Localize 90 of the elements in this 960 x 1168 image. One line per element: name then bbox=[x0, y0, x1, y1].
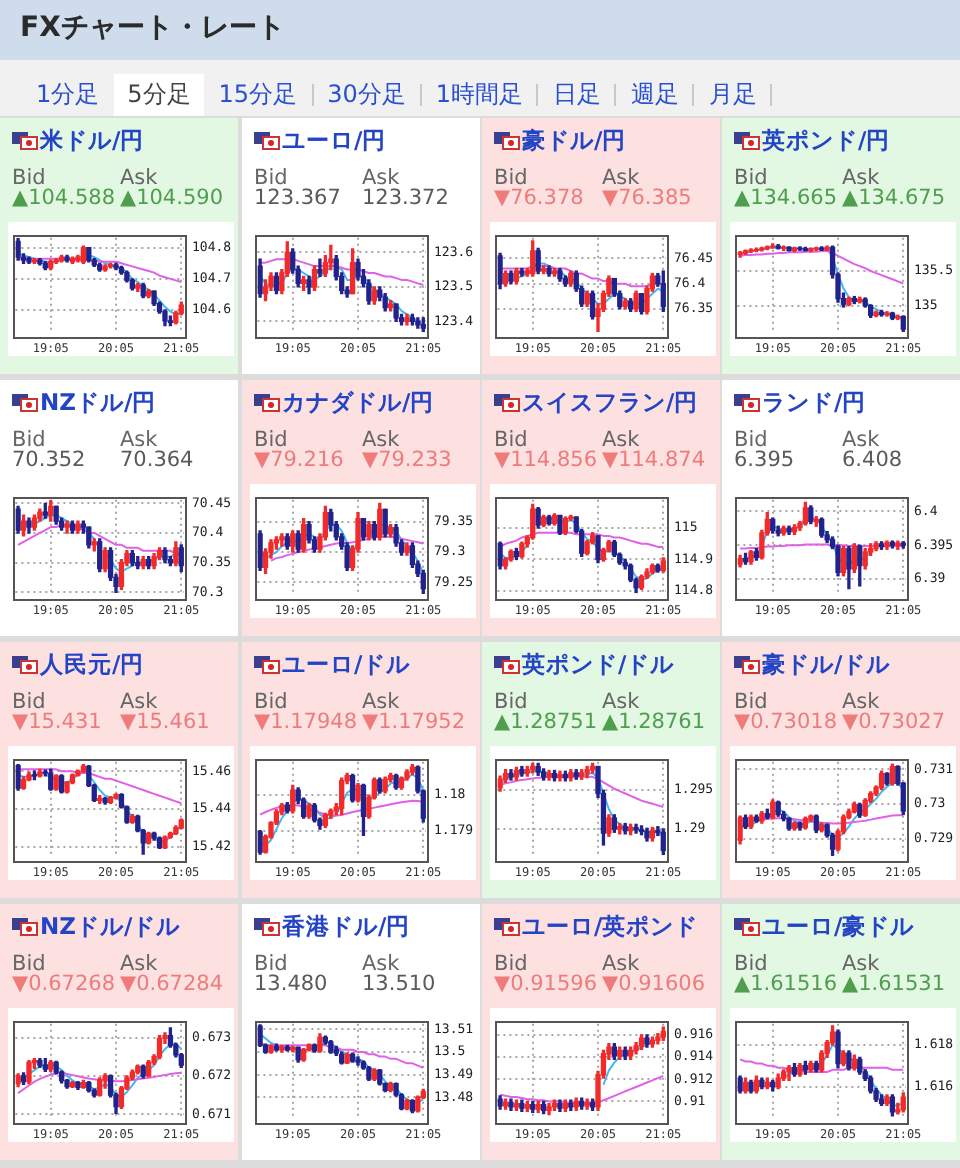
text: 週足 bbox=[628, 78, 681, 112]
text: Bid bbox=[12, 428, 46, 452]
text: 6.395 bbox=[734, 448, 795, 472]
text: Ask bbox=[362, 952, 400, 976]
text: Bid bbox=[734, 428, 768, 452]
chart-title: ユーロ/ドル bbox=[282, 648, 411, 680]
chart-title: 英ポンド/ドル bbox=[522, 648, 675, 680]
chart-title: ユーロ/円 bbox=[282, 124, 387, 156]
text: Ask bbox=[602, 690, 640, 714]
text: 70.364 bbox=[120, 448, 194, 472]
text: ▼79.233 bbox=[362, 448, 452, 472]
text: ▼0.73027 bbox=[842, 710, 945, 734]
chart-title: 豪ドル/円 bbox=[522, 124, 627, 156]
text: 123.372 bbox=[362, 186, 449, 210]
text: Bid bbox=[494, 952, 528, 976]
text: ▼79.216 bbox=[254, 448, 344, 472]
chart-title: 英ポンド/円 bbox=[762, 124, 891, 156]
chart-title: NZドル/円 bbox=[40, 386, 157, 418]
text: ▼0.73018 bbox=[734, 710, 837, 734]
text: ▲104.590 bbox=[120, 186, 223, 210]
text: ▼0.67284 bbox=[120, 972, 223, 996]
text: Ask bbox=[120, 166, 158, 190]
text: ▼76.385 bbox=[602, 186, 692, 210]
text: Bid bbox=[734, 690, 768, 714]
chart-title: 豪ドル/ドル bbox=[762, 648, 891, 680]
text: 70.352 bbox=[12, 448, 86, 472]
text: 123.367 bbox=[254, 186, 341, 210]
text: ▼0.67268 bbox=[12, 972, 115, 996]
text: Bid bbox=[494, 690, 528, 714]
text: Bid bbox=[12, 690, 46, 714]
chart-title: スイスフラン/円 bbox=[522, 386, 699, 418]
text: ▲134.675 bbox=[842, 186, 945, 210]
text: FXチャート・レート bbox=[20, 10, 285, 46]
text: 13.480 bbox=[254, 972, 328, 996]
text: Ask bbox=[842, 166, 880, 190]
text: Ask bbox=[362, 428, 400, 452]
text: 30分足 bbox=[325, 78, 408, 112]
text: 月足 bbox=[706, 78, 759, 112]
text: ▼15.461 bbox=[120, 710, 210, 734]
chart-title: ユーロ/豪ドル bbox=[762, 910, 915, 942]
text: Bid bbox=[12, 952, 46, 976]
text: Ask bbox=[842, 690, 880, 714]
chart-title: ユーロ/英ポンド bbox=[522, 910, 699, 942]
text: Ask bbox=[842, 428, 880, 452]
text: 6.408 bbox=[842, 448, 903, 472]
text: Ask bbox=[362, 166, 400, 190]
text: ▼0.91596 bbox=[494, 972, 597, 996]
text: ▼76.378 bbox=[494, 186, 584, 210]
text: Bid bbox=[254, 428, 288, 452]
text: ▲104.588 bbox=[12, 186, 115, 210]
text: ▼0.91606 bbox=[602, 972, 705, 996]
text: Bid bbox=[734, 952, 768, 976]
text: ▼1.17948 bbox=[254, 710, 357, 734]
text: Ask bbox=[602, 952, 640, 976]
text: ▲1.61531 bbox=[842, 972, 945, 996]
chart-title: ランド/円 bbox=[762, 386, 867, 418]
text: ▲1.61516 bbox=[734, 972, 837, 996]
text: Ask bbox=[120, 690, 158, 714]
chart-title: カナダドル/円 bbox=[282, 386, 435, 418]
chart-title: NZドル/ドル bbox=[40, 910, 181, 942]
text: Bid bbox=[494, 428, 528, 452]
text: Ask bbox=[120, 428, 158, 452]
text: ▼114.856 bbox=[494, 448, 597, 472]
text: Bid bbox=[734, 166, 768, 190]
text: ▲1.28751 bbox=[494, 710, 597, 734]
text: 1分足 bbox=[34, 78, 102, 112]
text: Bid bbox=[12, 166, 46, 190]
text: 13.510 bbox=[362, 972, 436, 996]
text: ▼1.17952 bbox=[362, 710, 465, 734]
text: 5分足 bbox=[113, 74, 205, 116]
text: 1時間足 bbox=[433, 78, 525, 112]
text: ▼114.874 bbox=[602, 448, 705, 472]
text: Ask bbox=[362, 690, 400, 714]
text: Bid bbox=[494, 166, 528, 190]
text: Bid bbox=[254, 952, 288, 976]
text: ▲1.28761 bbox=[602, 710, 705, 734]
text: Ask bbox=[120, 952, 158, 976]
text: Bid bbox=[254, 690, 288, 714]
text: Bid bbox=[254, 166, 288, 190]
text: Ask bbox=[602, 428, 640, 452]
text: Ask bbox=[842, 952, 880, 976]
text: ▼15.431 bbox=[12, 710, 102, 734]
chart-title: 人民元/円 bbox=[40, 648, 145, 680]
text: ▲134.665 bbox=[734, 186, 837, 210]
text: 15分足 bbox=[216, 78, 300, 112]
candlestick bbox=[895, 540, 901, 550]
chart-title: 香港ドル/円 bbox=[282, 910, 411, 942]
text: 日足 bbox=[550, 78, 603, 112]
chart-title: 米ドル/円 bbox=[40, 124, 145, 156]
text: Ask bbox=[602, 166, 640, 190]
